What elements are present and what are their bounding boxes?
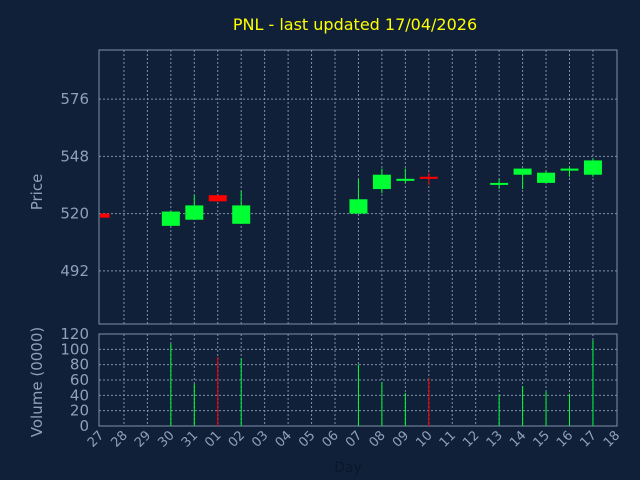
x-tick-label: 12 <box>460 428 482 450</box>
candle-02 <box>232 191 251 224</box>
price-axis-label: Price <box>28 174 46 211</box>
x-tick-label: 16 <box>554 428 576 450</box>
x-tick-label: 30 <box>155 428 177 450</box>
candles <box>100 158 602 226</box>
candle-01 <box>208 195 227 202</box>
candle-17 <box>583 158 602 177</box>
price-panel: 492 520 548 576 Price <box>28 49 618 325</box>
candle-body <box>513 168 532 175</box>
x-tick-label: 08 <box>366 428 388 450</box>
price-tick-label: 548 <box>60 147 89 165</box>
x-tick-label: 15 <box>531 428 553 450</box>
chart-title: PNL - last updated 17/04/2026 <box>233 15 477 34</box>
x-tick-label: 02 <box>226 428 248 450</box>
candle-body <box>583 160 602 175</box>
price-y-ticks: 492 520 548 576 <box>60 90 89 280</box>
x-axis-ticks: 27 28 29 30 31 01 02 03 04 05 06 07 08 09 10 11 12 13 14 15… <box>85 428 623 450</box>
candle-14 <box>513 168 532 190</box>
candle-body <box>349 199 368 214</box>
candle-16 <box>560 166 579 177</box>
x-tick-label: 28 <box>108 428 130 450</box>
volume-tick-label: 80 <box>70 356 89 374</box>
volume-tick-label: 100 <box>60 340 89 358</box>
x-tick-label: 10 <box>413 428 435 450</box>
x-tick-label: 31 <box>179 428 201 450</box>
x-tick-label: 29 <box>132 428 154 450</box>
candle-body <box>560 168 579 171</box>
candle-10 <box>419 172 438 185</box>
x-tick-label: 03 <box>249 428 271 450</box>
volume-tick-label: 60 <box>70 371 89 389</box>
x-axis-label: Day <box>334 460 362 476</box>
candle-08 <box>372 168 391 194</box>
x-tick-label: 18 <box>601 428 623 450</box>
x-tick-label: 07 <box>343 428 365 450</box>
candle-body <box>185 205 204 220</box>
candle-body <box>396 178 415 181</box>
candle-body <box>232 205 251 224</box>
x-tick-label: 05 <box>296 428 318 450</box>
candle-body <box>490 182 509 185</box>
volume-tick-label: 40 <box>70 386 89 404</box>
candle-09 <box>396 168 415 183</box>
candle-07 <box>349 178 368 214</box>
x-tick-label: 14 <box>507 428 529 450</box>
candle-31 <box>185 195 204 220</box>
candle-27 <box>100 213 110 218</box>
price-tick-label: 520 <box>60 205 89 223</box>
volume-tick-label: 20 <box>70 402 89 420</box>
volume-tick-label: 120 <box>60 325 89 343</box>
x-tick-label: 04 <box>273 428 295 450</box>
price-tick-label: 576 <box>60 90 89 108</box>
x-tick-label: 11 <box>437 428 459 450</box>
candle-body <box>537 172 556 183</box>
x-tick-label: 17 <box>577 428 599 450</box>
candle-body <box>208 195 227 202</box>
x-tick-label: 06 <box>320 428 342 450</box>
candle-body <box>372 174 391 190</box>
volume-axis-label: Volume (0000) <box>28 327 46 437</box>
x-tick-label: 01 <box>202 428 224 450</box>
candle-body <box>161 211 180 226</box>
candle-body <box>419 176 438 179</box>
candle-body <box>100 213 110 218</box>
x-tick-label: 13 <box>484 428 506 450</box>
price-tick-label: 492 <box>60 262 89 280</box>
x-tick-label: 09 <box>390 428 412 450</box>
volume-tick-label: 0 <box>79 417 89 435</box>
candle-30 <box>161 211 180 226</box>
volume-bars <box>170 340 594 426</box>
candle-13 <box>490 178 509 190</box>
candle-15 <box>537 170 556 183</box>
